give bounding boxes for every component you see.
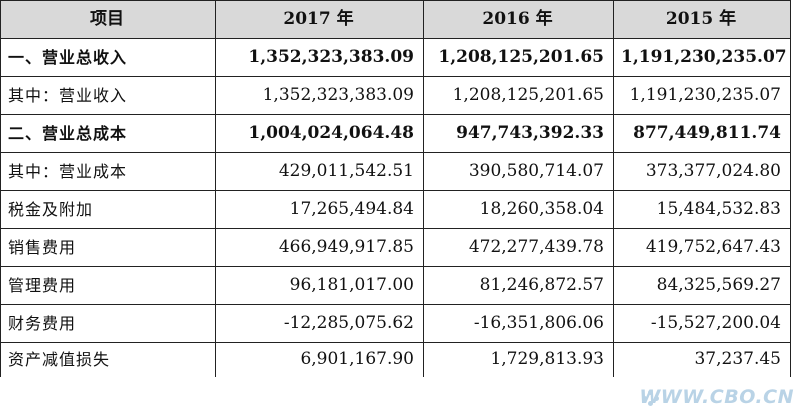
cell-2016: 1,729,813.93: [423, 342, 614, 377]
cell-2015: 15,484,532.83: [613, 190, 791, 229]
row-label: 管理费用: [0, 266, 216, 305]
cell-2015: 84,325,569.27: [613, 266, 791, 305]
watermark: WWW.CBO.CN: [639, 386, 794, 408]
cell-2016: -16,351,806.06: [423, 304, 614, 343]
income-statement-table: 项目 2017 年 2016 年 2015 年 一、营业总收入 1,352,32…: [0, 0, 791, 377]
table-row: 资产减值损失 6,901,167.90 1,729,813.93 37,237.…: [0, 342, 791, 377]
table-row: 其中：营业成本 429,011,542.51 390,580,714.07 37…: [0, 152, 791, 191]
row-label: 财务费用: [0, 304, 216, 343]
cell-2015: 1,191,230,235.07: [613, 76, 791, 115]
row-label: 税金及附加: [0, 190, 216, 229]
cell-2015: 877,449,811.74: [613, 114, 791, 153]
cell-2017: 17,265,494.84: [215, 190, 424, 229]
cell-2016: 472,277,439.78: [423, 228, 614, 267]
cell-2016: 390,580,714.07: [423, 152, 614, 191]
cell-2017: 1,352,323,383.09: [215, 76, 424, 115]
cell-2017: 429,011,542.51: [215, 152, 424, 191]
watermark-logo-icon: [642, 388, 660, 406]
cell-2017: 6,901,167.90: [215, 342, 424, 377]
table-header: 项目 2017 年 2016 年 2015 年: [0, 0, 791, 39]
table-row: 一、营业总收入 1,352,323,383.09 1,208,125,201.6…: [0, 38, 791, 77]
header-row: 项目 2017 年 2016 年 2015 年: [0, 0, 791, 39]
cell-2016: 947,743,392.33: [423, 114, 614, 153]
header-2015: 2015 年: [613, 0, 791, 39]
table-row: 管理费用 96,181,017.00 81,246,872.57 84,325,…: [0, 266, 791, 305]
cell-2015: 373,377,024.80: [613, 152, 791, 191]
table-row: 税金及附加 17,265,494.84 18,260,358.04 15,484…: [0, 190, 791, 229]
row-label: 资产减值损失: [0, 342, 216, 377]
cell-2015: 1,191,230,235.07: [613, 38, 791, 77]
cell-2015: -15,527,200.04: [613, 304, 791, 343]
table-row: 财务费用 -12,285,075.62 -16,351,806.06 -15,5…: [0, 304, 791, 343]
table-row: 其中：营业收入 1,352,323,383.09 1,208,125,201.6…: [0, 76, 791, 115]
table-row: 二、营业总成本 1,004,024,064.48 947,743,392.33 …: [0, 114, 791, 153]
header-2017: 2017 年: [215, 0, 424, 39]
header-item: 项目: [0, 0, 216, 39]
cell-2016: 1,208,125,201.65: [423, 38, 614, 77]
cell-2015: 419,752,647.43: [613, 228, 791, 267]
cell-2016: 18,260,358.04: [423, 190, 614, 229]
cell-2016: 81,246,872.57: [423, 266, 614, 305]
cell-2016: 1,208,125,201.65: [423, 76, 614, 115]
cell-2017: 466,949,917.85: [215, 228, 424, 267]
cell-2017: -12,285,075.62: [215, 304, 424, 343]
row-label: 一、营业总收入: [0, 38, 216, 77]
header-2016: 2016 年: [423, 0, 614, 39]
row-label: 其中：营业收入: [0, 76, 216, 115]
row-label: 二、营业总成本: [0, 114, 216, 153]
cell-2017: 96,181,017.00: [215, 266, 424, 305]
cell-2017: 1,352,323,383.09: [215, 38, 424, 77]
row-label: 其中：营业成本: [0, 152, 216, 191]
row-label: 销售费用: [0, 228, 216, 267]
cell-2017: 1,004,024,064.48: [215, 114, 424, 153]
cell-2015: 37,237.45: [613, 342, 791, 377]
table-body: 一、营业总收入 1,352,323,383.09 1,208,125,201.6…: [0, 38, 791, 377]
table-row: 销售费用 466,949,917.85 472,277,439.78 419,7…: [0, 228, 791, 267]
